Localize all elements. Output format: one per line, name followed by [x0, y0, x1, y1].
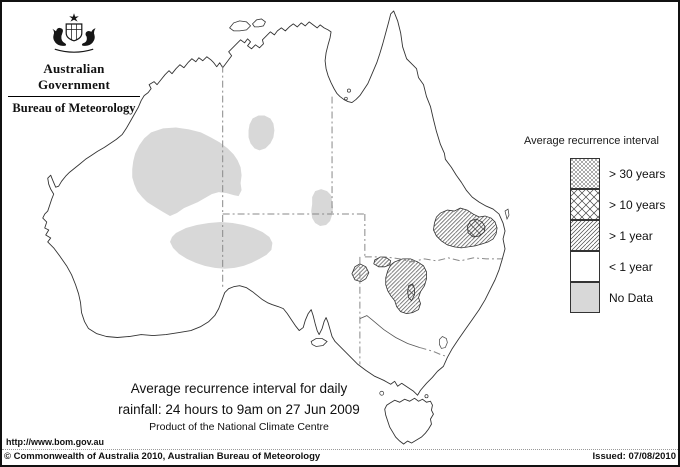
mainland-coastline	[42, 10, 506, 396]
map-caption: Average recurrence interval for daily ra…	[60, 381, 418, 433]
state-borders	[222, 65, 503, 365]
legend-item: > 1 year	[570, 220, 678, 251]
legend-item: No Data	[570, 282, 678, 313]
gulf-island	[347, 88, 351, 93]
no-data-region-wa-sa	[170, 222, 273, 269]
bathurst-island	[252, 18, 266, 28]
footer-bar: © Commonwealth of Australia 2010, Austra…	[2, 449, 678, 465]
kangaroo-island	[310, 338, 328, 347]
bass-strait-island	[379, 390, 385, 396]
legend-label: > 1 year	[609, 228, 653, 243]
caption-line-2: rainfall: 24 hours to 9am on 27 Jun 2009	[118, 402, 360, 417]
logo-subtitle: Bureau of Meteorology	[12, 101, 136, 115]
issued-date-text: Issued: 07/08/2010	[592, 451, 676, 462]
emu-silhouette	[81, 28, 96, 46]
act-border	[439, 336, 448, 349]
legend: Average recurrence interval > 30 years >…	[522, 135, 678, 313]
bass-strait-island	[424, 394, 429, 399]
legend-swatch-white-icon	[570, 251, 600, 282]
no-data-region-nt-qld	[311, 189, 334, 226]
bom-url-text: http://www.bom.gov.au	[6, 437, 104, 447]
australian-coat-of-arms-icon	[52, 13, 96, 53]
legend-swatch-diagonal-icon	[570, 220, 600, 251]
melville-island	[229, 20, 252, 32]
kangaroo-silhouette	[52, 27, 67, 46]
legend-item: > 10 years	[570, 189, 678, 220]
tasmania	[384, 397, 434, 445]
border-nsw-vic-east	[419, 346, 447, 357]
agency-logo: Australian Government Bureau of Meteorol…	[8, 6, 140, 116]
legend-swatch-crosshatch-icon	[570, 189, 600, 220]
legend-item: > 30 years	[570, 158, 678, 189]
copyright-text: © Commonwealth of Australia 2010, Austra…	[4, 451, 321, 462]
gulf-island	[344, 96, 348, 101]
legend-item: < 1 year	[570, 251, 678, 282]
gt1yr-region-qld	[433, 207, 498, 249]
caption-line-3: Product of the National Climate Centre	[149, 421, 329, 433]
murray-river-border	[359, 315, 420, 348]
legend-label: No Data	[609, 290, 654, 305]
border-qld-nsw	[364, 256, 503, 263]
caption-line-1: Average recurrence interval for daily	[130, 381, 348, 396]
legend-swatch-crosshatch-dense-icon	[570, 158, 600, 189]
legend-label: > 30 years	[609, 166, 666, 181]
australia-map	[42, 10, 510, 445]
scroll	[54, 48, 94, 53]
no-data-region-nt	[248, 115, 275, 151]
no-data-region-wa	[132, 127, 242, 217]
legend-title: Average recurrence interval	[524, 135, 659, 147]
shield	[65, 23, 83, 42]
no-data-regions	[132, 115, 334, 269]
gt10yr-region-qld	[466, 218, 486, 238]
fraser-island	[504, 208, 510, 221]
crest-star	[69, 13, 79, 22]
gt1yr-region-nsw	[385, 258, 427, 315]
legend-label: < 1 year	[609, 259, 653, 274]
legend-label: > 10 years	[609, 197, 666, 212]
gt10yr-region-nsw	[407, 283, 415, 302]
logo-title: Australian Government	[8, 61, 140, 97]
legend-swatch-gray-icon	[570, 282, 600, 313]
